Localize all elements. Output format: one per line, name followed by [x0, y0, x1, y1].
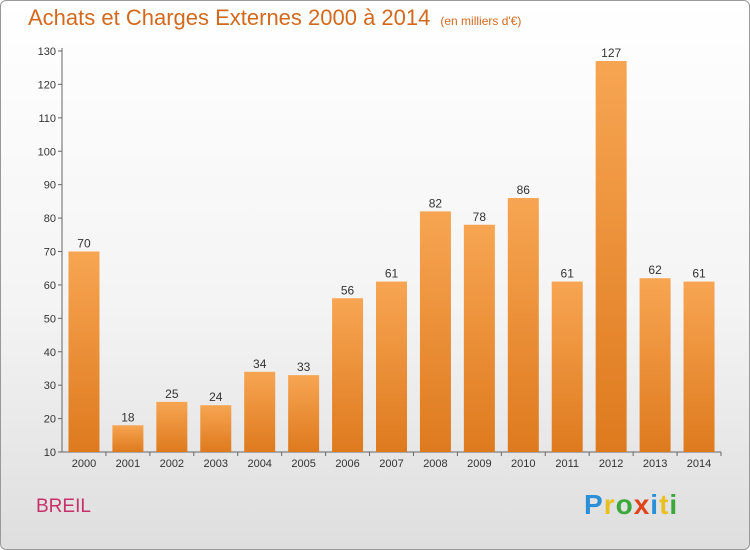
data-labels: 70 18 25 24 34 33 56 61 82 78 86 61 127 62 61	[77, 46, 706, 424]
y-tick-label: 80	[44, 213, 56, 225]
y-tick-label: 100	[38, 146, 56, 158]
bar-value-label: 56	[341, 283, 355, 297]
x-axis: 2000 2001 2002 2003 2004 2005 2006 2007 2008 2009…	[62, 451, 722, 470]
bar	[112, 425, 144, 452]
y-tick-label: 50	[44, 313, 56, 325]
y-tick-label: 90	[44, 180, 56, 192]
x-tick-label: 2008	[423, 458, 447, 470]
y-tick-label: 60	[44, 280, 56, 292]
y-tick-label: 130	[38, 46, 56, 58]
x-tick-label: 2000	[72, 458, 96, 470]
bar	[507, 198, 539, 452]
bar-value-label: 61	[561, 267, 575, 281]
x-tick-label: 2012	[599, 458, 623, 470]
bar	[288, 375, 320, 452]
proxiti-logo: Proxiti	[584, 489, 678, 521]
x-tick-label: 2001	[116, 458, 140, 470]
y-tick-label: 70	[44, 247, 56, 259]
bar	[419, 211, 451, 452]
logo-letter: i	[650, 489, 660, 520]
bar	[595, 61, 627, 453]
x-tick-label: 2005	[291, 458, 315, 470]
x-tick-label: 2003	[204, 458, 228, 470]
x-tick-label: 2010	[511, 458, 535, 470]
x-tick-label: 2002	[160, 458, 184, 470]
x-tick-label: 2013	[643, 458, 667, 470]
x-tick-label: 2006	[335, 458, 359, 470]
bar	[156, 401, 188, 452]
bar-value-label: 61	[385, 267, 399, 281]
x-tick-label: 2004	[247, 458, 271, 470]
bar	[68, 251, 100, 452]
bar	[551, 281, 583, 452]
bar-value-label: 18	[121, 410, 135, 424]
y-tick-label: 30	[44, 380, 56, 392]
bar-value-label: 70	[77, 237, 91, 251]
bar-value-label: 82	[429, 196, 443, 210]
bar-value-label: 127	[601, 46, 621, 60]
chart-unit: (en milliers d'€)	[440, 14, 522, 28]
bar-value-label: 34	[253, 357, 267, 371]
logo-letter: i	[669, 489, 679, 520]
x-tick-label: 2014	[687, 458, 711, 470]
logo-letter: t	[659, 489, 670, 520]
y-tick-label: 40	[44, 347, 56, 359]
bar-value-label: 62	[648, 263, 662, 277]
x-tick-label: 2007	[379, 458, 403, 470]
y-tick-label: 20	[44, 414, 56, 426]
y-tick-label: 110	[38, 113, 56, 125]
bar	[332, 298, 364, 452]
place-name: BREIL	[36, 496, 91, 517]
chart-title: Achats et Charges Externes 2000 à 2014	[28, 5, 431, 30]
logo-letter: o	[615, 489, 634, 520]
bar-value-label: 61	[692, 267, 706, 281]
title-row: Achats et Charges Externes 2000 à 2014 (e…	[28, 5, 521, 31]
y-axis: 10 20 30 40 50 60 70 80 90 100 110 120 130	[38, 46, 63, 459]
bar	[639, 278, 671, 452]
bars	[68, 61, 715, 453]
bar	[683, 281, 715, 452]
bar-value-label: 78	[473, 210, 487, 224]
bar-value-label: 33	[297, 360, 311, 374]
x-tick-label: 2011	[555, 458, 579, 470]
bar	[200, 405, 232, 452]
bar	[244, 371, 276, 452]
bar	[463, 224, 495, 452]
bar	[376, 281, 407, 452]
bar-value-label: 25	[165, 387, 179, 401]
logo-letter: x	[633, 489, 651, 520]
x-tick-label: 2009	[467, 458, 491, 470]
bar-value-label: 24	[209, 390, 223, 404]
y-tick-label: 120	[38, 79, 56, 91]
logo-letter: r	[603, 489, 616, 520]
y-tick-label: 10	[44, 447, 56, 459]
logo-letter: P	[584, 489, 604, 520]
bar-value-label: 86	[517, 183, 531, 197]
